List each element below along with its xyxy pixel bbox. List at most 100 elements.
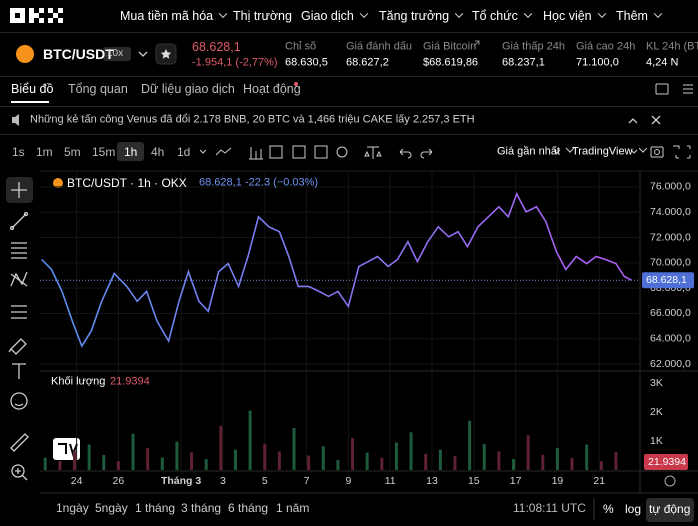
volume-bar [541,454,545,470]
volume-bar [263,443,267,470]
interval[interactable]: 1s [12,145,25,159]
symbol[interactable]: BTC/USDT [43,46,114,62]
nav-item[interactable]: Học viện [543,10,605,23]
tab[interactable]: Tổng quan [68,81,128,96]
tab[interactable]: Hoạt động [243,81,301,96]
stat-value: 68.627,2 [346,56,389,69]
volume-bar [131,433,135,470]
settings-icon[interactable] [664,475,676,487]
price-change: -1.954,1 (-2,77%) [192,56,278,69]
volume-bar [482,443,486,470]
nav-item[interactable]: Tổ chức [472,10,531,23]
volume-bar [351,438,355,470]
scale-option[interactable]: tự động [649,502,691,516]
range-option[interactable]: 3 tháng [181,501,222,515]
coin-icon [53,178,63,188]
volume-bar [277,451,281,470]
x-tick-label: 15 [468,475,480,487]
announcement[interactable]: Những kẻ tấn công Venus đã đổi 2.178 BNB… [30,113,475,126]
y-tick-label: 1K [650,435,663,447]
x-tick-label: 11 [385,475,396,487]
stat-label: KL 24h (BTC [646,40,698,53]
volume-bar [292,427,296,470]
volume-bar [570,458,574,470]
collapse-icon[interactable] [628,118,638,124]
chevron[interactable] [199,149,207,154]
range-option[interactable]: 6 tháng [228,501,269,515]
x-tick-label: 17 [510,475,522,487]
volume-bar [116,461,120,470]
range-option[interactable]: 1ngày [56,501,89,515]
range-option[interactable]: 1 năm [276,501,310,515]
volume-bar [512,458,516,470]
nav-item[interactable]: Tăng trưởng [379,10,462,23]
external-link-icon[interactable] [473,40,480,47]
y-tick-label: 2K [650,406,663,418]
volume-bar [453,456,457,470]
volume-value: 21.9394 [110,375,150,388]
volume-bar [72,451,76,470]
active-scale [646,498,694,522]
legend-change: -22.3 (−0.03%) [245,176,319,189]
speaker-icon [12,114,19,126]
interval[interactable]: 4h [151,145,165,159]
price-line [41,191,632,348]
range-option[interactable]: 1 tháng [135,501,176,515]
x-tick-label: 21 [593,475,605,487]
price-type[interactable]: Giá gần nhất [497,146,573,158]
volume-bar [307,455,311,470]
x-tick-label: 3 [220,475,226,487]
chart-engine[interactable]: TradingView [572,146,646,158]
volume-bar [424,453,428,470]
stat-value: 68.237,1 [502,56,545,69]
nav-item[interactable]: Thị trường [233,8,292,23]
last-price: 68.628,1 [192,39,241,54]
tab[interactable]: Biểu đồ [11,81,54,96]
scale-option[interactable]: log [625,502,642,516]
x-tick-label: Tháng 3 [161,475,201,487]
nav-item[interactable]: Mua tiền mã hóa [120,10,226,23]
layout-icon[interactable] [655,83,669,95]
volume-badge-label: 21.9394 [648,456,686,468]
range-option[interactable]: 5ngày [95,501,128,515]
interval[interactable]: 1d [177,145,191,159]
new-dot [294,82,298,86]
volume-bar [365,452,369,470]
chevron[interactable] [138,51,148,57]
x-tick-label: 9 [345,475,351,487]
interval[interactable]: 5m [64,145,81,159]
y-tick-label: 64.000,0 [650,333,691,345]
menu-icon[interactable] [683,84,693,94]
line-style-icon[interactable] [215,147,232,156]
y-tick-label: 3K [650,377,663,389]
nav-item[interactable]: Thêm [616,10,661,23]
volume-bar [321,446,325,470]
tab[interactable]: Dữ liệu giao dịch [141,81,235,96]
stat-value: $68.619,86 [423,56,479,69]
y-tick-label: 62.000,0 [650,358,691,370]
active-interval [117,142,144,161]
star-icon [160,49,172,59]
stat-value: 68.630,5 [285,56,328,69]
volume-bar [599,461,603,470]
volume-bar [204,458,208,470]
nav-item[interactable]: Giao dịch [301,10,367,23]
stat-label: Giá đánh dấu [346,40,413,53]
x-tick-label: 24 [71,475,83,487]
scale-option[interactable]: % [603,502,614,516]
divider [0,106,698,107]
volume-bar [380,457,384,470]
logo[interactable] [10,8,63,23]
volume-bar [336,459,340,470]
volume-bar [497,451,501,470]
interval[interactable]: 1m [36,145,53,159]
close-icon[interactable] [651,115,661,125]
interval[interactable]: 1h [124,145,138,159]
y-tick-label: 76.000,0 [650,181,691,193]
divider [0,76,698,77]
interval[interactable]: 15m [92,145,116,159]
drawing-tools[interactable] [6,177,33,481]
last-price-badge [642,272,694,289]
volume-bar [233,449,237,470]
